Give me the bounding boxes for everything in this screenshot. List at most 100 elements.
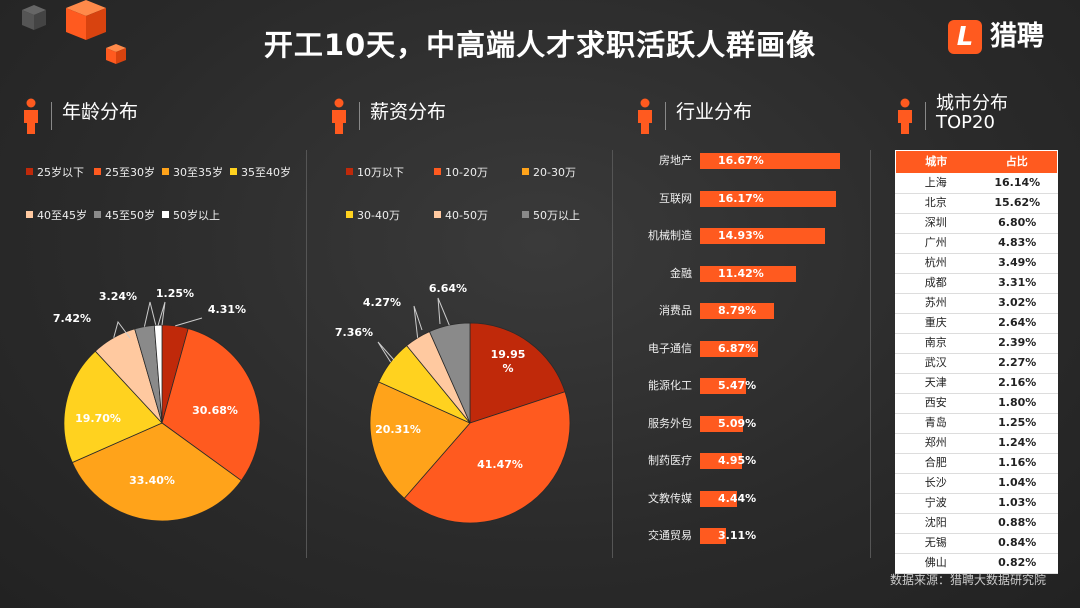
col-header-share: 占比: [1005, 155, 1028, 168]
city-share: 16.14%: [994, 176, 1041, 189]
bar-value-label: 6.87%: [718, 341, 757, 355]
decor-cubes: [22, 0, 126, 64]
table-row: 郑州 1.24%: [895, 434, 1058, 454]
section-header-city: 城市分布 TOP20: [896, 93, 1066, 136]
city-name: 广州: [924, 236, 947, 249]
city-name: 重庆: [924, 316, 947, 329]
section-title-salary: 薪资分布: [370, 101, 447, 123]
data-label: 4.27%: [363, 296, 401, 309]
city-share: 1.03%: [998, 496, 1037, 509]
city-name: 沈阳: [924, 516, 947, 529]
leader-line: [157, 301, 166, 326]
section-title-age: 年龄分布: [62, 101, 139, 123]
table-row: 青岛 1.25%: [895, 414, 1058, 434]
table-row: 北京 15.62%: [895, 194, 1058, 214]
city-name: 武汉: [924, 356, 947, 369]
bar-value-label: 5.09%: [718, 416, 757, 430]
bar-category-label: 房地产: [659, 154, 692, 167]
city-name: 苏州: [924, 296, 947, 309]
bar-category-label: 互联网: [659, 191, 692, 205]
table-row: 合肥 1.16%: [895, 454, 1058, 474]
legend-item: 10万以下: [346, 164, 404, 180]
bar-category-label: 服务外包: [648, 416, 692, 430]
person-icon: [898, 98, 912, 134]
bar-category-label: 交通贸易: [648, 529, 692, 542]
city-name: 宁波: [924, 496, 947, 509]
cube-gray-icon: [22, 5, 46, 30]
city-share: 1.04%: [998, 476, 1037, 489]
bar: [700, 528, 727, 544]
bar-category-label: 电子通信: [648, 341, 692, 355]
city-name: 上海: [924, 176, 947, 189]
data-label: 1.25%: [156, 287, 194, 300]
section-header-age: 年龄分布: [22, 96, 222, 136]
legend-item: 50岁以上: [162, 207, 220, 223]
cube-large-icon: [66, 0, 106, 40]
table-row: 杭州 3.49%: [895, 254, 1058, 274]
section-title-city: 城市分布 TOP20: [936, 93, 1008, 133]
bar: [700, 190, 836, 207]
legend-item: 35至40岁: [230, 164, 291, 180]
city-name: 郑州: [924, 436, 947, 449]
city-share: 1.16%: [998, 456, 1037, 469]
city-name: 深圳: [924, 216, 947, 229]
city-name: 无锡: [924, 536, 947, 549]
city-share: 2.16%: [998, 376, 1037, 389]
bar-value-label: 16.17%: [718, 191, 764, 205]
divider: [870, 150, 871, 558]
city-share: 4.83%: [998, 236, 1037, 249]
city-share: 15.62%: [994, 196, 1041, 209]
person-icon: [638, 98, 652, 134]
bar-value-label: 8.79%: [718, 304, 757, 317]
city-name: 成都: [924, 276, 947, 289]
legend-item: 30-40万: [346, 207, 400, 223]
bar-value-label: 11.42%: [718, 266, 764, 280]
bar-value-label: 5.47%: [718, 379, 757, 392]
bar-value-label: 4.44%: [718, 491, 757, 505]
city-share: 3.02%: [998, 296, 1037, 309]
pie-slice: [71, 422, 242, 522]
city-share: 3.31%: [998, 276, 1037, 289]
table-row: 西安 1.80%: [895, 394, 1058, 414]
city-share: 0.84%: [998, 536, 1037, 549]
legend-item: 20-30万: [522, 164, 576, 180]
bar: [700, 378, 746, 394]
table-row: 佛山 0.82%: [895, 554, 1058, 574]
city-share: 1.24%: [998, 436, 1037, 449]
city-name: 杭州: [924, 256, 947, 269]
city-share: 0.82%: [998, 556, 1037, 569]
bar: [700, 340, 758, 357]
leader-line: [437, 297, 450, 326]
bar: [700, 415, 743, 432]
pie-slice: [469, 322, 566, 424]
table-row: 南京 2.39%: [895, 334, 1058, 354]
city-share: 6.80%: [998, 216, 1037, 229]
city-share: 0.88%: [998, 516, 1037, 529]
logo-text: 猎聘: [990, 21, 1044, 52]
table-row: 成都 3.31%: [895, 274, 1058, 294]
section-title-industry: 行业分布: [676, 101, 753, 123]
bar-category-label: 能源化工: [648, 379, 692, 392]
page-title: 开工10天，中高端人才求职活跃人群画像: [263, 28, 817, 62]
data-label: 6.64%: [429, 282, 467, 295]
data-label: 33.40%: [129, 474, 175, 487]
bar: [700, 265, 796, 282]
divider: [306, 150, 307, 558]
city-share: 3.49%: [998, 256, 1037, 269]
city-name: 北京: [924, 196, 947, 209]
bar-value-label: 16.67%: [718, 154, 764, 167]
table-row: 宁波 1.03%: [895, 494, 1058, 514]
legend-item: 40-50万: [434, 207, 488, 223]
leader-line: [377, 341, 395, 363]
pie-slice: [153, 324, 163, 424]
table-row: 沈阳 0.88%: [895, 514, 1058, 534]
legend-item: 10-20万: [434, 164, 488, 180]
city-share: 2.27%: [998, 356, 1037, 369]
bar: [700, 303, 774, 319]
bar-value-label: 4.95%: [718, 454, 757, 467]
pie-chart-age: 4.31% 30.68% 33.40% 19.70% 7.42% 3.24% 1.25%: [53, 287, 261, 522]
table-row: 深圳 6.80%: [895, 214, 1058, 234]
cube-small-icon: [106, 44, 126, 64]
section-header-industry: 行业分布: [636, 96, 836, 136]
city-table: 城市 占比 上海 16.14% 北京 15.62% 深圳 6.80% 广州 4.83% 杭州 3.…: [895, 150, 1058, 574]
